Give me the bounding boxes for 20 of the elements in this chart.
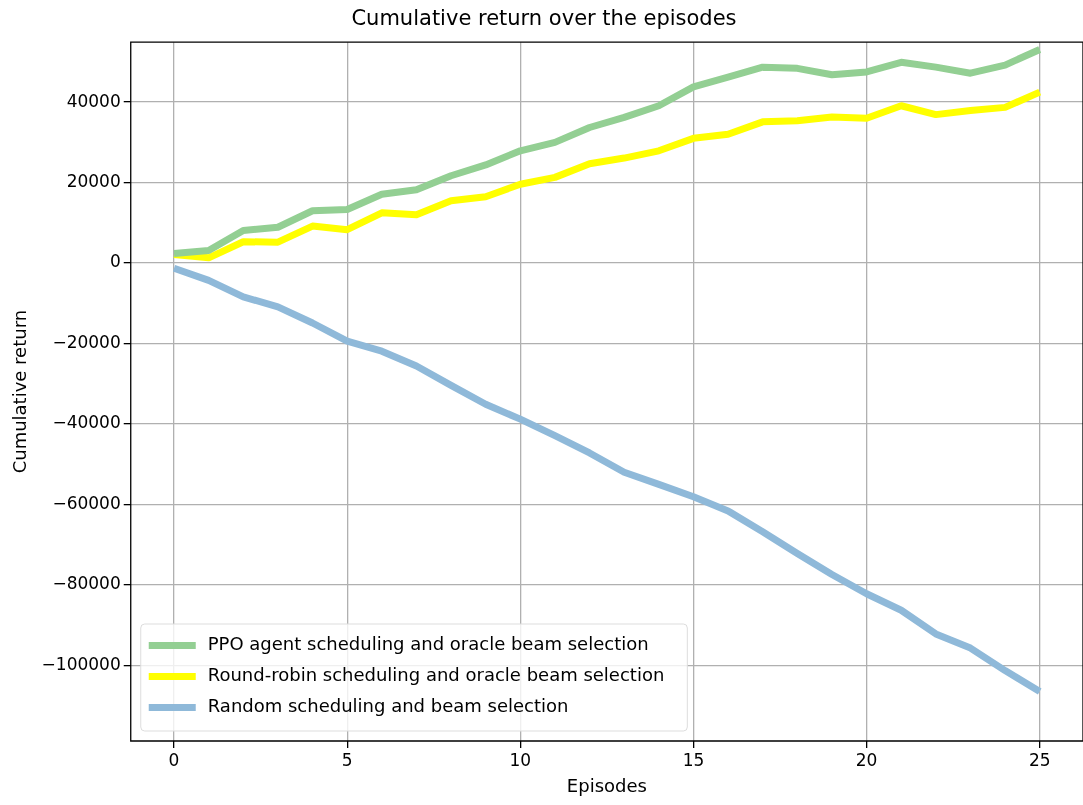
y-tick-label: 40000	[66, 90, 121, 111]
y-tick-label: −40000	[52, 412, 121, 433]
legend-label: Random scheduling and beam selection	[207, 695, 569, 717]
y-tick-label: 0	[109, 251, 121, 272]
y-tick-label: −20000	[52, 331, 121, 352]
y-tick-label: −60000	[52, 492, 121, 513]
x-tick-label: 15	[682, 749, 705, 770]
legend-label: Round-robin scheduling and oracle beam selection	[207, 664, 665, 686]
x-tick-label: 0	[168, 749, 180, 770]
x-tick-label: 25	[1028, 749, 1051, 770]
y-tick-label: −100000	[41, 653, 121, 674]
y-tick-label: −80000	[52, 573, 121, 594]
legend-label: PPO agent scheduling and oracle beam selection	[207, 633, 649, 655]
x-tick-label: 20	[855, 749, 878, 770]
x-axis-title: Episodes	[566, 774, 647, 796]
chart-title: Cumulative return over the episodes	[351, 6, 737, 31]
y-axis-title: Cumulative return	[9, 309, 31, 474]
y-tick-label: 20000	[66, 171, 121, 192]
x-tick-label: 5	[341, 749, 353, 770]
x-tick-label: 10	[509, 749, 532, 770]
